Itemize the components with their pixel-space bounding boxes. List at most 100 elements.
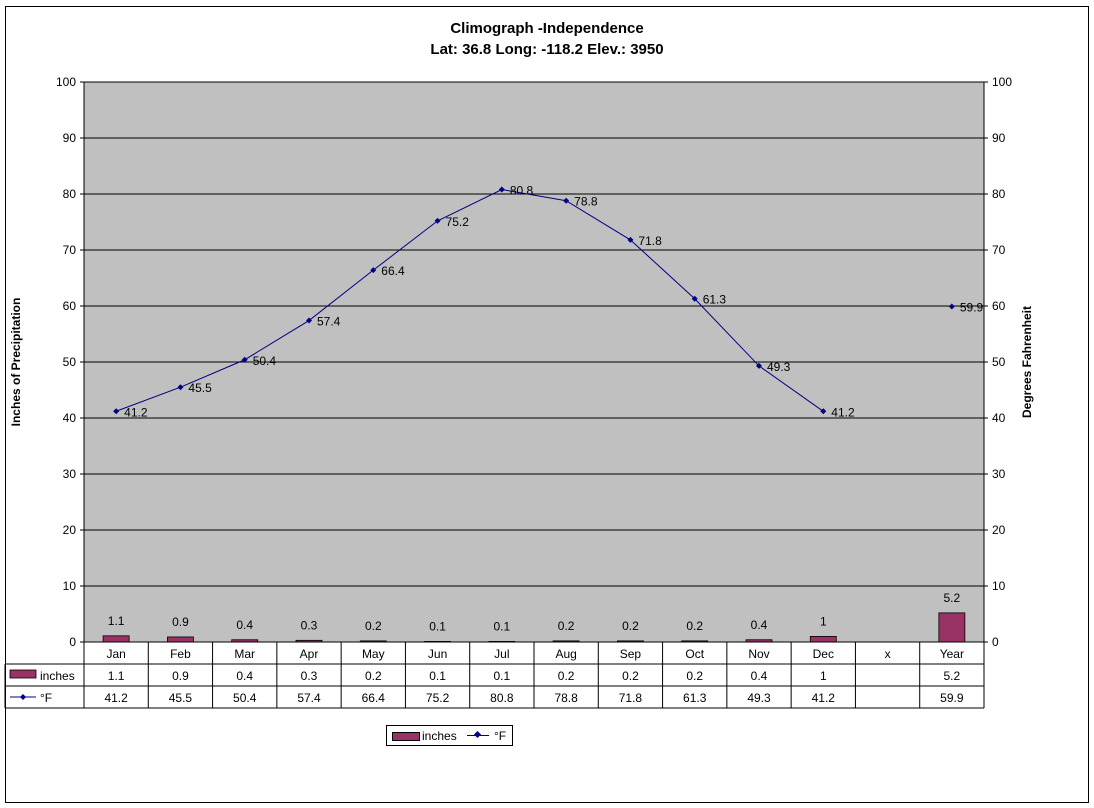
temperature-label: 61.3 — [703, 293, 727, 307]
legend-inches-swatch — [392, 732, 420, 741]
y-tick-label-right: 20 — [992, 523, 1006, 537]
y-tick-label-left: 70 — [63, 243, 77, 257]
category-label: May — [362, 647, 385, 661]
precip-bar-label: 1 — [820, 614, 827, 628]
table-key-temp-label: °F — [40, 691, 52, 705]
table-cell-temp: 80.8 — [490, 691, 514, 705]
temperature-marker — [241, 356, 248, 363]
temperature-label: 57.4 — [317, 315, 341, 329]
table-cell-inches: 0.2 — [365, 669, 382, 683]
table-cell-inches: 0.2 — [686, 669, 703, 683]
temperature-label: 80.8 — [510, 184, 534, 198]
precip-bar-label: 0.2 — [365, 619, 382, 633]
legend-inches-label: inches — [422, 729, 457, 743]
table-cell-temp: 57.4 — [297, 691, 321, 705]
temperature-label: 66.4 — [381, 264, 405, 278]
temperature-label: 41.2 — [831, 405, 855, 419]
y-tick-label-right: 70 — [992, 243, 1006, 257]
precip-bar-label: 0.2 — [622, 619, 639, 633]
temperature-marker — [756, 362, 762, 369]
temperature-marker — [820, 408, 827, 415]
temperature-marker — [563, 197, 570, 204]
precip-bar-label: 0.1 — [429, 619, 446, 633]
category-label: Mar — [234, 647, 255, 661]
y-tick-label-right: 80 — [992, 187, 1006, 201]
table-cell-inches: 0.3 — [301, 669, 318, 683]
table-cell-temp: 61.3 — [683, 691, 707, 705]
precip-bar-label: 0.3 — [301, 618, 318, 632]
precip-bar-label: 0.9 — [172, 615, 189, 629]
y-tick-label-left: 80 — [63, 187, 77, 201]
temperature-marker — [113, 408, 120, 415]
table-cell-temp: 41.2 — [812, 691, 836, 705]
category-label: x — [885, 647, 891, 661]
table-cell-inches: 0.2 — [622, 669, 639, 683]
table-cell-inches: 1 — [820, 669, 827, 683]
table-cell-temp: 78.8 — [554, 691, 578, 705]
category-label: Nov — [748, 647, 769, 661]
y-tick-label-right: 60 — [992, 299, 1006, 313]
table-cell-temp: 71.8 — [619, 691, 643, 705]
temperature-label: 78.8 — [574, 195, 598, 209]
temperature-marker — [177, 384, 184, 391]
temperature-label: 71.8 — [638, 234, 662, 248]
y-tick-label-left: 50 — [63, 355, 77, 369]
y-tick-label-right: 10 — [992, 579, 1006, 593]
temperature-marker — [948, 303, 955, 310]
y-tick-label-right: 0 — [992, 635, 999, 649]
temperature-label: 75.2 — [446, 215, 470, 229]
category-label: Feb — [170, 647, 191, 661]
y-tick-label-left: 100 — [56, 75, 76, 89]
y-tick-label-left: 0 — [69, 635, 76, 649]
chart-subtitle: Lat: 36.8 Long: -118.2 Elev.: 3950 — [430, 41, 664, 58]
table-cell-inches: 0.4 — [236, 669, 253, 683]
temperature-label: 59.9 — [960, 301, 984, 315]
table-key-inches-label: inches — [40, 669, 75, 683]
category-label: Apr — [300, 647, 319, 661]
temperature-marker — [306, 317, 312, 324]
legend-temp-marker-icon — [473, 730, 482, 739]
temperature-marker — [691, 295, 698, 302]
precip-bar-label: 0.1 — [494, 619, 511, 633]
temperature-marker — [434, 217, 441, 224]
category-label: Jan — [106, 647, 125, 661]
chart-title: Climograph -Independence — [450, 20, 644, 37]
table-cell-inches: 0.9 — [172, 669, 189, 683]
precip-bar-label: 0.2 — [686, 619, 703, 633]
temperature-label: 50.4 — [253, 354, 277, 368]
precip-bar-label: 0.4 — [751, 618, 768, 632]
y-tick-label-left: 30 — [63, 467, 77, 481]
precip-bar — [102, 635, 130, 643]
legend: inches °F — [386, 725, 513, 746]
table-cell-temp: 75.2 — [426, 691, 450, 705]
precip-bar-label: 0.2 — [558, 619, 575, 633]
y-tick-label-right: 100 — [992, 75, 1012, 89]
temperature-marker — [370, 267, 377, 274]
table-cell-inches: 5.2 — [944, 669, 961, 683]
table-key-inches-swatch — [9, 669, 37, 679]
temperature-label: 41.2 — [124, 405, 148, 419]
table-cell-temp: 59.9 — [940, 691, 964, 705]
table-cell-temp: 50.4 — [233, 691, 257, 705]
precip-bar-label: 0.4 — [236, 618, 253, 632]
table-key-temp-marker — [20, 694, 26, 700]
precip-bar-label: 1.1 — [108, 614, 125, 628]
table-cell-temp: 49.3 — [747, 691, 771, 705]
temperature-marker — [498, 186, 505, 193]
precip-bar — [167, 636, 194, 643]
legend-temp-label: °F — [494, 729, 507, 743]
table-cell-inches: 1.1 — [108, 669, 125, 683]
y-tick-label-left: 90 — [63, 131, 77, 145]
y-tick-label-right: 40 — [992, 411, 1006, 425]
y-tick-label-left: 40 — [63, 411, 77, 425]
precip-bar — [938, 612, 966, 643]
category-label: Jul — [494, 647, 509, 661]
table-cell-temp: 41.2 — [104, 691, 128, 705]
category-label: Oct — [685, 647, 704, 661]
y-tick-label-left: 60 — [63, 299, 77, 313]
category-label: Year — [940, 647, 964, 661]
category-label: Sep — [620, 647, 642, 661]
table-cell-inches: 0.1 — [494, 669, 511, 683]
temperature-marker — [627, 236, 634, 243]
y-tick-label-right: 50 — [992, 355, 1006, 369]
